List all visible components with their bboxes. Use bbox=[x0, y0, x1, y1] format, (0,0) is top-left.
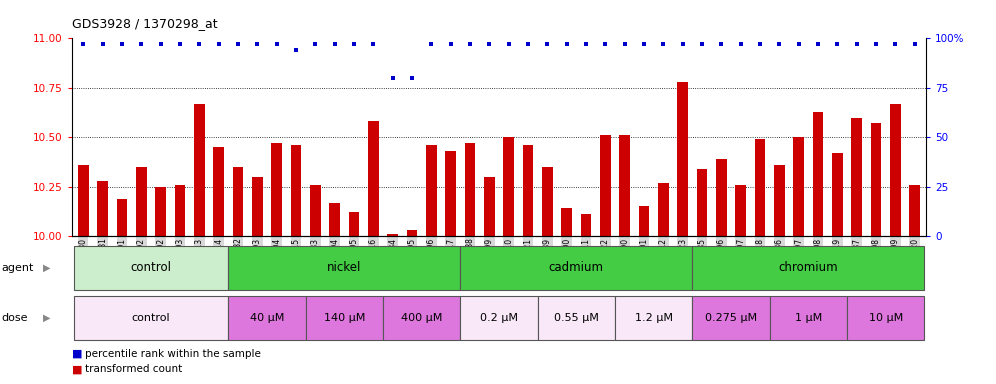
Text: 1 μM: 1 μM bbox=[795, 313, 822, 323]
Bar bbox=[620, 135, 630, 236]
Bar bbox=[696, 169, 707, 236]
Bar bbox=[542, 167, 553, 236]
Bar bbox=[615, 296, 692, 340]
Bar bbox=[890, 104, 900, 236]
Bar bbox=[98, 181, 108, 236]
Bar bbox=[460, 246, 692, 290]
Bar bbox=[692, 296, 770, 340]
Bar bbox=[832, 153, 843, 236]
Bar bbox=[213, 147, 224, 236]
Bar bbox=[136, 167, 146, 236]
Bar bbox=[523, 145, 533, 236]
Bar bbox=[600, 135, 611, 236]
Text: nickel: nickel bbox=[327, 262, 362, 274]
Text: transformed count: transformed count bbox=[85, 364, 182, 374]
Bar bbox=[465, 143, 475, 236]
Text: chromium: chromium bbox=[779, 262, 839, 274]
Bar bbox=[562, 209, 572, 236]
Bar bbox=[306, 296, 383, 340]
Bar bbox=[871, 123, 881, 236]
Bar bbox=[677, 82, 688, 236]
Text: 0.2 μM: 0.2 μM bbox=[480, 313, 518, 323]
Bar bbox=[291, 145, 302, 236]
Bar bbox=[387, 234, 398, 236]
Text: GDS3928 / 1370298_at: GDS3928 / 1370298_at bbox=[72, 17, 217, 30]
Text: agent: agent bbox=[1, 263, 34, 273]
Text: ■: ■ bbox=[72, 349, 83, 359]
Bar bbox=[233, 167, 243, 236]
Text: 0.55 μM: 0.55 μM bbox=[554, 313, 599, 323]
Bar bbox=[174, 185, 185, 236]
Bar bbox=[484, 177, 495, 236]
Bar bbox=[445, 151, 456, 236]
Text: 140 μM: 140 μM bbox=[324, 313, 365, 323]
Bar bbox=[692, 246, 924, 290]
Bar bbox=[383, 296, 460, 340]
Bar bbox=[794, 137, 804, 236]
Bar bbox=[774, 165, 785, 236]
Bar bbox=[78, 165, 89, 236]
Text: 10 μM: 10 μM bbox=[869, 313, 902, 323]
Bar bbox=[755, 139, 765, 236]
Bar bbox=[194, 104, 204, 236]
Text: ▶: ▶ bbox=[43, 313, 51, 323]
Bar bbox=[74, 296, 228, 340]
Bar bbox=[460, 296, 538, 340]
Bar bbox=[581, 214, 592, 236]
Bar bbox=[228, 246, 460, 290]
Bar bbox=[271, 143, 282, 236]
Bar bbox=[252, 177, 263, 236]
Text: cadmium: cadmium bbox=[549, 262, 604, 274]
Text: control: control bbox=[131, 313, 170, 323]
Text: 0.275 μM: 0.275 μM bbox=[705, 313, 757, 323]
Bar bbox=[74, 246, 228, 290]
Bar bbox=[349, 212, 360, 236]
Bar bbox=[658, 183, 668, 236]
Text: ▶: ▶ bbox=[43, 263, 51, 273]
Bar bbox=[155, 187, 166, 236]
Bar bbox=[770, 296, 847, 340]
Bar bbox=[538, 296, 615, 340]
Bar bbox=[847, 296, 924, 340]
Bar bbox=[117, 199, 127, 236]
Bar bbox=[716, 159, 727, 236]
Bar bbox=[310, 185, 321, 236]
Text: ■: ■ bbox=[72, 364, 83, 374]
Bar bbox=[503, 137, 514, 236]
Bar bbox=[638, 207, 649, 236]
Bar bbox=[368, 121, 378, 236]
Text: 1.2 μM: 1.2 μM bbox=[634, 313, 672, 323]
Bar bbox=[228, 296, 306, 340]
Bar bbox=[426, 145, 436, 236]
Text: 40 μM: 40 μM bbox=[250, 313, 284, 323]
Bar bbox=[909, 185, 920, 236]
Text: percentile rank within the sample: percentile rank within the sample bbox=[85, 349, 261, 359]
Bar bbox=[813, 112, 824, 236]
Bar bbox=[406, 230, 417, 236]
Bar bbox=[330, 202, 340, 236]
Text: dose: dose bbox=[1, 313, 28, 323]
Text: control: control bbox=[130, 262, 171, 274]
Text: 400 μM: 400 μM bbox=[401, 313, 442, 323]
Bar bbox=[852, 118, 862, 236]
Bar bbox=[735, 185, 746, 236]
